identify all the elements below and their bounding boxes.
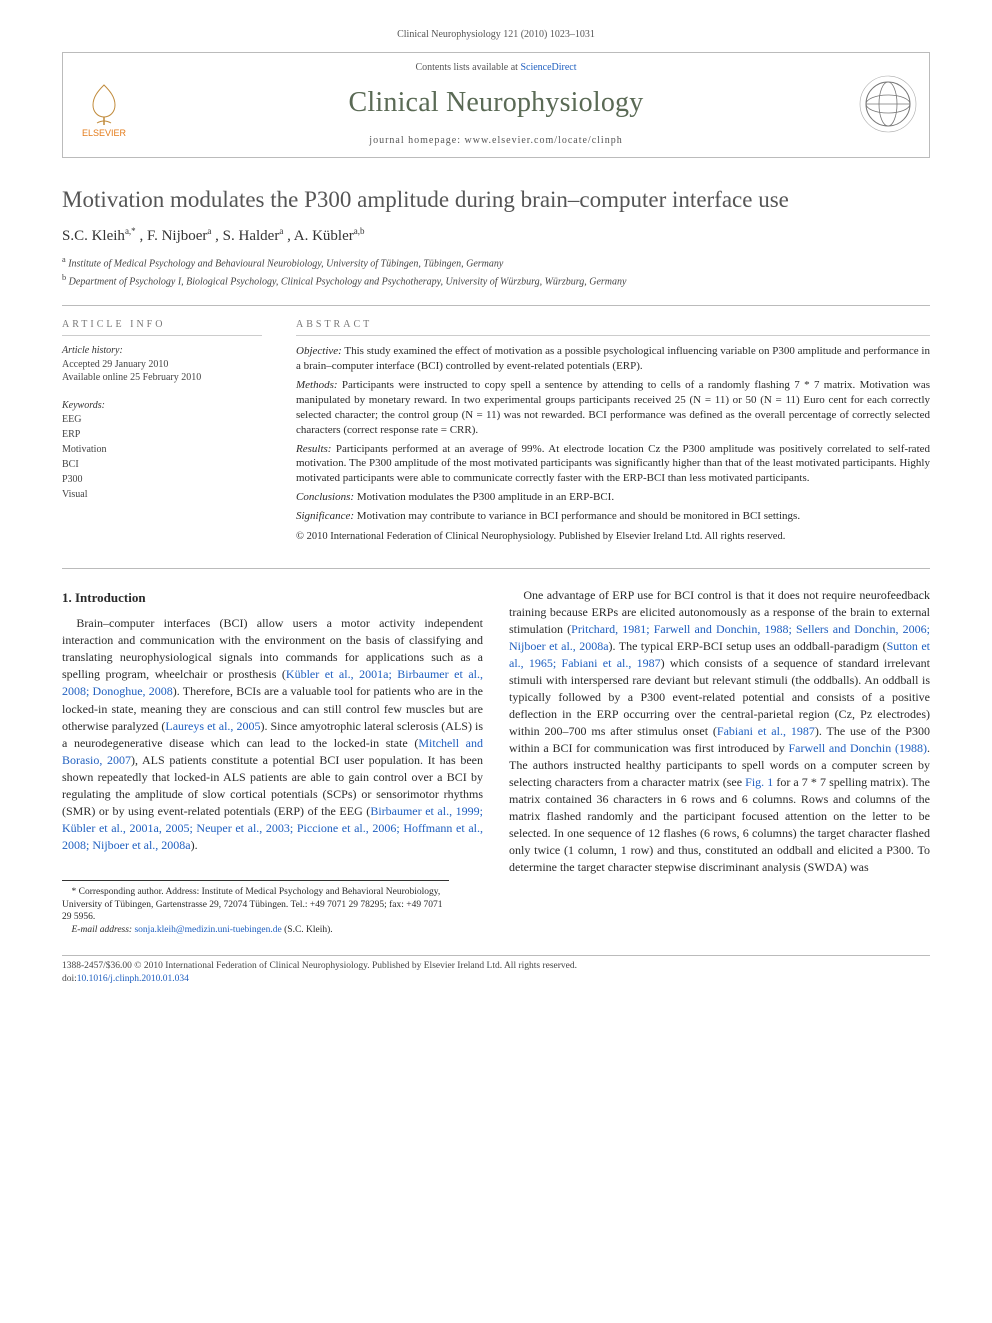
abstract-significance: Significance: Motivation may contribute … (296, 509, 930, 524)
article-info-column: ARTICLE INFO Article history: Accepted 2… (62, 318, 262, 548)
abstract-methods: Methods: Participants were instructed to… (296, 378, 930, 437)
author-1: S.C. Kleih (62, 228, 125, 244)
footer-doi: doi:10.1016/j.clinph.2010.01.034 (62, 973, 930, 986)
divider (62, 568, 930, 569)
author-2: , F. Nijboer (139, 228, 207, 244)
abstract-column: ABSTRACT Objective: This study examined … (296, 318, 930, 548)
journal-homepage-line: journal homepage: www.elsevier.com/locat… (149, 134, 843, 148)
body-two-column: 1. Introduction Brain–computer interface… (62, 587, 930, 937)
keyword: BCI (62, 457, 262, 472)
abstract-conclusions: Conclusions: Motivation modulates the P3… (296, 490, 930, 505)
corresponding-text: * Corresponding author. Address: Institu… (62, 886, 449, 924)
keyword: Motivation (62, 442, 262, 457)
keyword: P300 (62, 472, 262, 487)
masthead-center: Contents lists available at ScienceDirec… (149, 61, 843, 148)
homepage-url: www.elsevier.com/locate/clinph (465, 135, 623, 146)
body-paragraph: One advantage of ERP use for BCI control… (509, 587, 930, 877)
article-info-label: ARTICLE INFO (62, 318, 262, 337)
corresponding-email-link[interactable]: sonja.kleih@medizin.uni-tuebingen.de (134, 925, 281, 935)
abstract-label: ABSTRACT (296, 318, 930, 337)
sciencedirect-link[interactable]: ScienceDirect (520, 62, 576, 73)
publisher-logo: ELSEVIER (73, 69, 135, 139)
affiliations: a Institute of Medical Psychology and Be… (62, 254, 930, 289)
homepage-prefix: journal homepage: (369, 135, 464, 146)
keyword: Visual (62, 487, 262, 502)
figure-link[interactable]: Fig. 1 (745, 775, 773, 789)
ifcn-globe-icon (858, 74, 918, 134)
contents-available-line: Contents lists available at ScienceDirec… (149, 61, 843, 75)
contents-prefix: Contents lists available at (415, 62, 520, 73)
article-title: Motivation modulates the P300 amplitude … (62, 186, 930, 215)
elsevier-tree-icon (81, 79, 127, 127)
accepted-date: Accepted 29 January 2010 (62, 358, 262, 372)
society-logo (857, 73, 919, 135)
email-label: E-mail address: (72, 925, 133, 935)
author-1-affil: a,* (125, 226, 136, 236)
abstract-results: Results: Participants performed at an av… (296, 442, 930, 487)
keywords-label: Keywords: (62, 399, 262, 413)
journal-name: Clinical Neurophysiology (149, 84, 843, 122)
publisher-name: ELSEVIER (82, 127, 126, 139)
author-list: S.C. Kleiha,* , F. Nijboera , S. Haldera… (62, 225, 930, 246)
running-head: Clinical Neurophysiology 121 (2010) 1023… (62, 28, 930, 42)
author-3-affil: a (279, 226, 283, 236)
email-suffix: (S.C. Kleih). (282, 925, 333, 935)
corresponding-author-footnote: * Corresponding author. Address: Institu… (62, 880, 449, 937)
doi-link[interactable]: 10.1016/j.clinph.2010.01.034 (77, 974, 189, 984)
body-paragraph: Brain–computer interfaces (BCI) allow us… (62, 615, 483, 853)
journal-masthead: ELSEVIER Contents lists available at Sci… (62, 52, 930, 159)
author-4-affil: a,b (354, 226, 365, 236)
affiliation-b: Department of Psychology I, Biological P… (69, 276, 627, 287)
page-footer: 1388-2457/$36.00 © 2010 International Fe… (62, 955, 930, 986)
online-date: Available online 25 February 2010 (62, 371, 262, 385)
article-history-label: Article history: (62, 344, 262, 358)
author-4: , A. Kübler (287, 228, 354, 244)
abstract-objective: Objective: This study examined the effec… (296, 344, 930, 374)
keyword: EEG (62, 412, 262, 427)
author-2-affil: a (207, 226, 211, 236)
citation-link[interactable]: Farwell and Donchin (1988) (789, 741, 928, 755)
citation-link[interactable]: Fabiani et al., 1987 (717, 724, 815, 738)
affiliation-a: Institute of Medical Psychology and Beha… (68, 259, 503, 270)
citation-link[interactable]: Laureys et al., 2005 (165, 719, 260, 733)
author-3: , S. Halder (215, 228, 279, 244)
keywords-list: EEG ERP Motivation BCI P300 Visual (62, 412, 262, 502)
abstract-copyright: © 2010 International Federation of Clini… (296, 530, 930, 544)
footer-copyright: 1388-2457/$36.00 © 2010 International Fe… (62, 960, 930, 973)
section-heading-introduction: 1. Introduction (62, 589, 483, 607)
keyword: ERP (62, 427, 262, 442)
corresponding-email-line: E-mail address: sonja.kleih@medizin.uni-… (62, 924, 449, 937)
